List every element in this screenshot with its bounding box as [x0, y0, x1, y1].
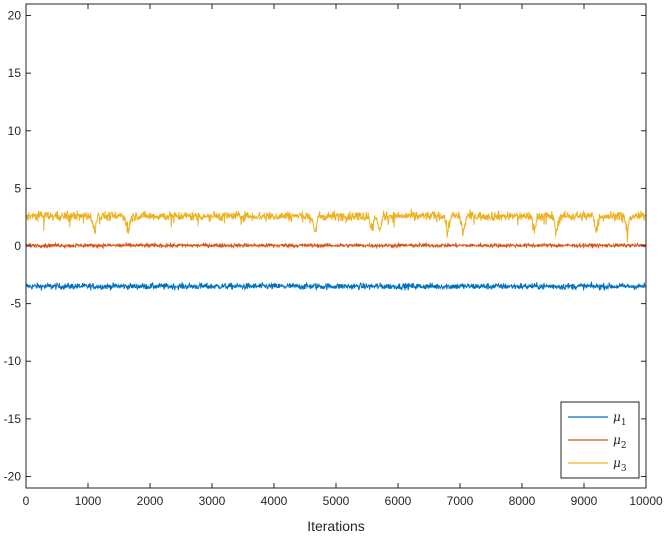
- y-tick-label: 10: [8, 124, 22, 138]
- legend: μ1 μ2 μ3: [560, 401, 640, 479]
- x-tick-label: 6000: [385, 494, 412, 508]
- x-tick-label: 10000: [629, 494, 663, 508]
- series-line-mu1: [25, 281, 647, 292]
- y-tick-label: 5: [14, 181, 21, 195]
- x-axis-title: Iterations: [307, 518, 365, 534]
- y-tick-label: 0: [14, 239, 21, 253]
- series-layer: [25, 208, 647, 292]
- x-tick-label: 9000: [571, 494, 598, 508]
- x-tick-label: 0: [23, 494, 30, 508]
- y-tick-label: -10: [4, 354, 22, 368]
- y-tick-label: -20: [4, 469, 22, 483]
- x-tick-label: 8000: [509, 494, 536, 508]
- y-tick-label: 20: [8, 9, 22, 23]
- series-line-mu3: [25, 208, 647, 243]
- x-tick-label: 7000: [447, 494, 474, 508]
- y-tick-label: -15: [4, 412, 22, 426]
- x-tick-label: 1000: [75, 494, 102, 508]
- legend-label-mu1: μ1: [613, 410, 627, 428]
- legend-label-mu2: μ2: [613, 433, 627, 451]
- y-tick-label: 15: [8, 66, 22, 80]
- x-tick-label: 3000: [199, 494, 226, 508]
- legend-label-mu3: μ3: [613, 456, 627, 474]
- x-tick-label: 4000: [261, 494, 288, 508]
- x-tick-label: 2000: [137, 494, 164, 508]
- ticks-layer: 0 1000 2000 3000 4000 5000 6000 7000 8000 9000 100…: [4, 4, 663, 508]
- x-tick-label: 5000: [323, 494, 350, 508]
- y-tick-label: -5: [10, 297, 21, 311]
- series-line-mu2: [25, 241, 647, 250]
